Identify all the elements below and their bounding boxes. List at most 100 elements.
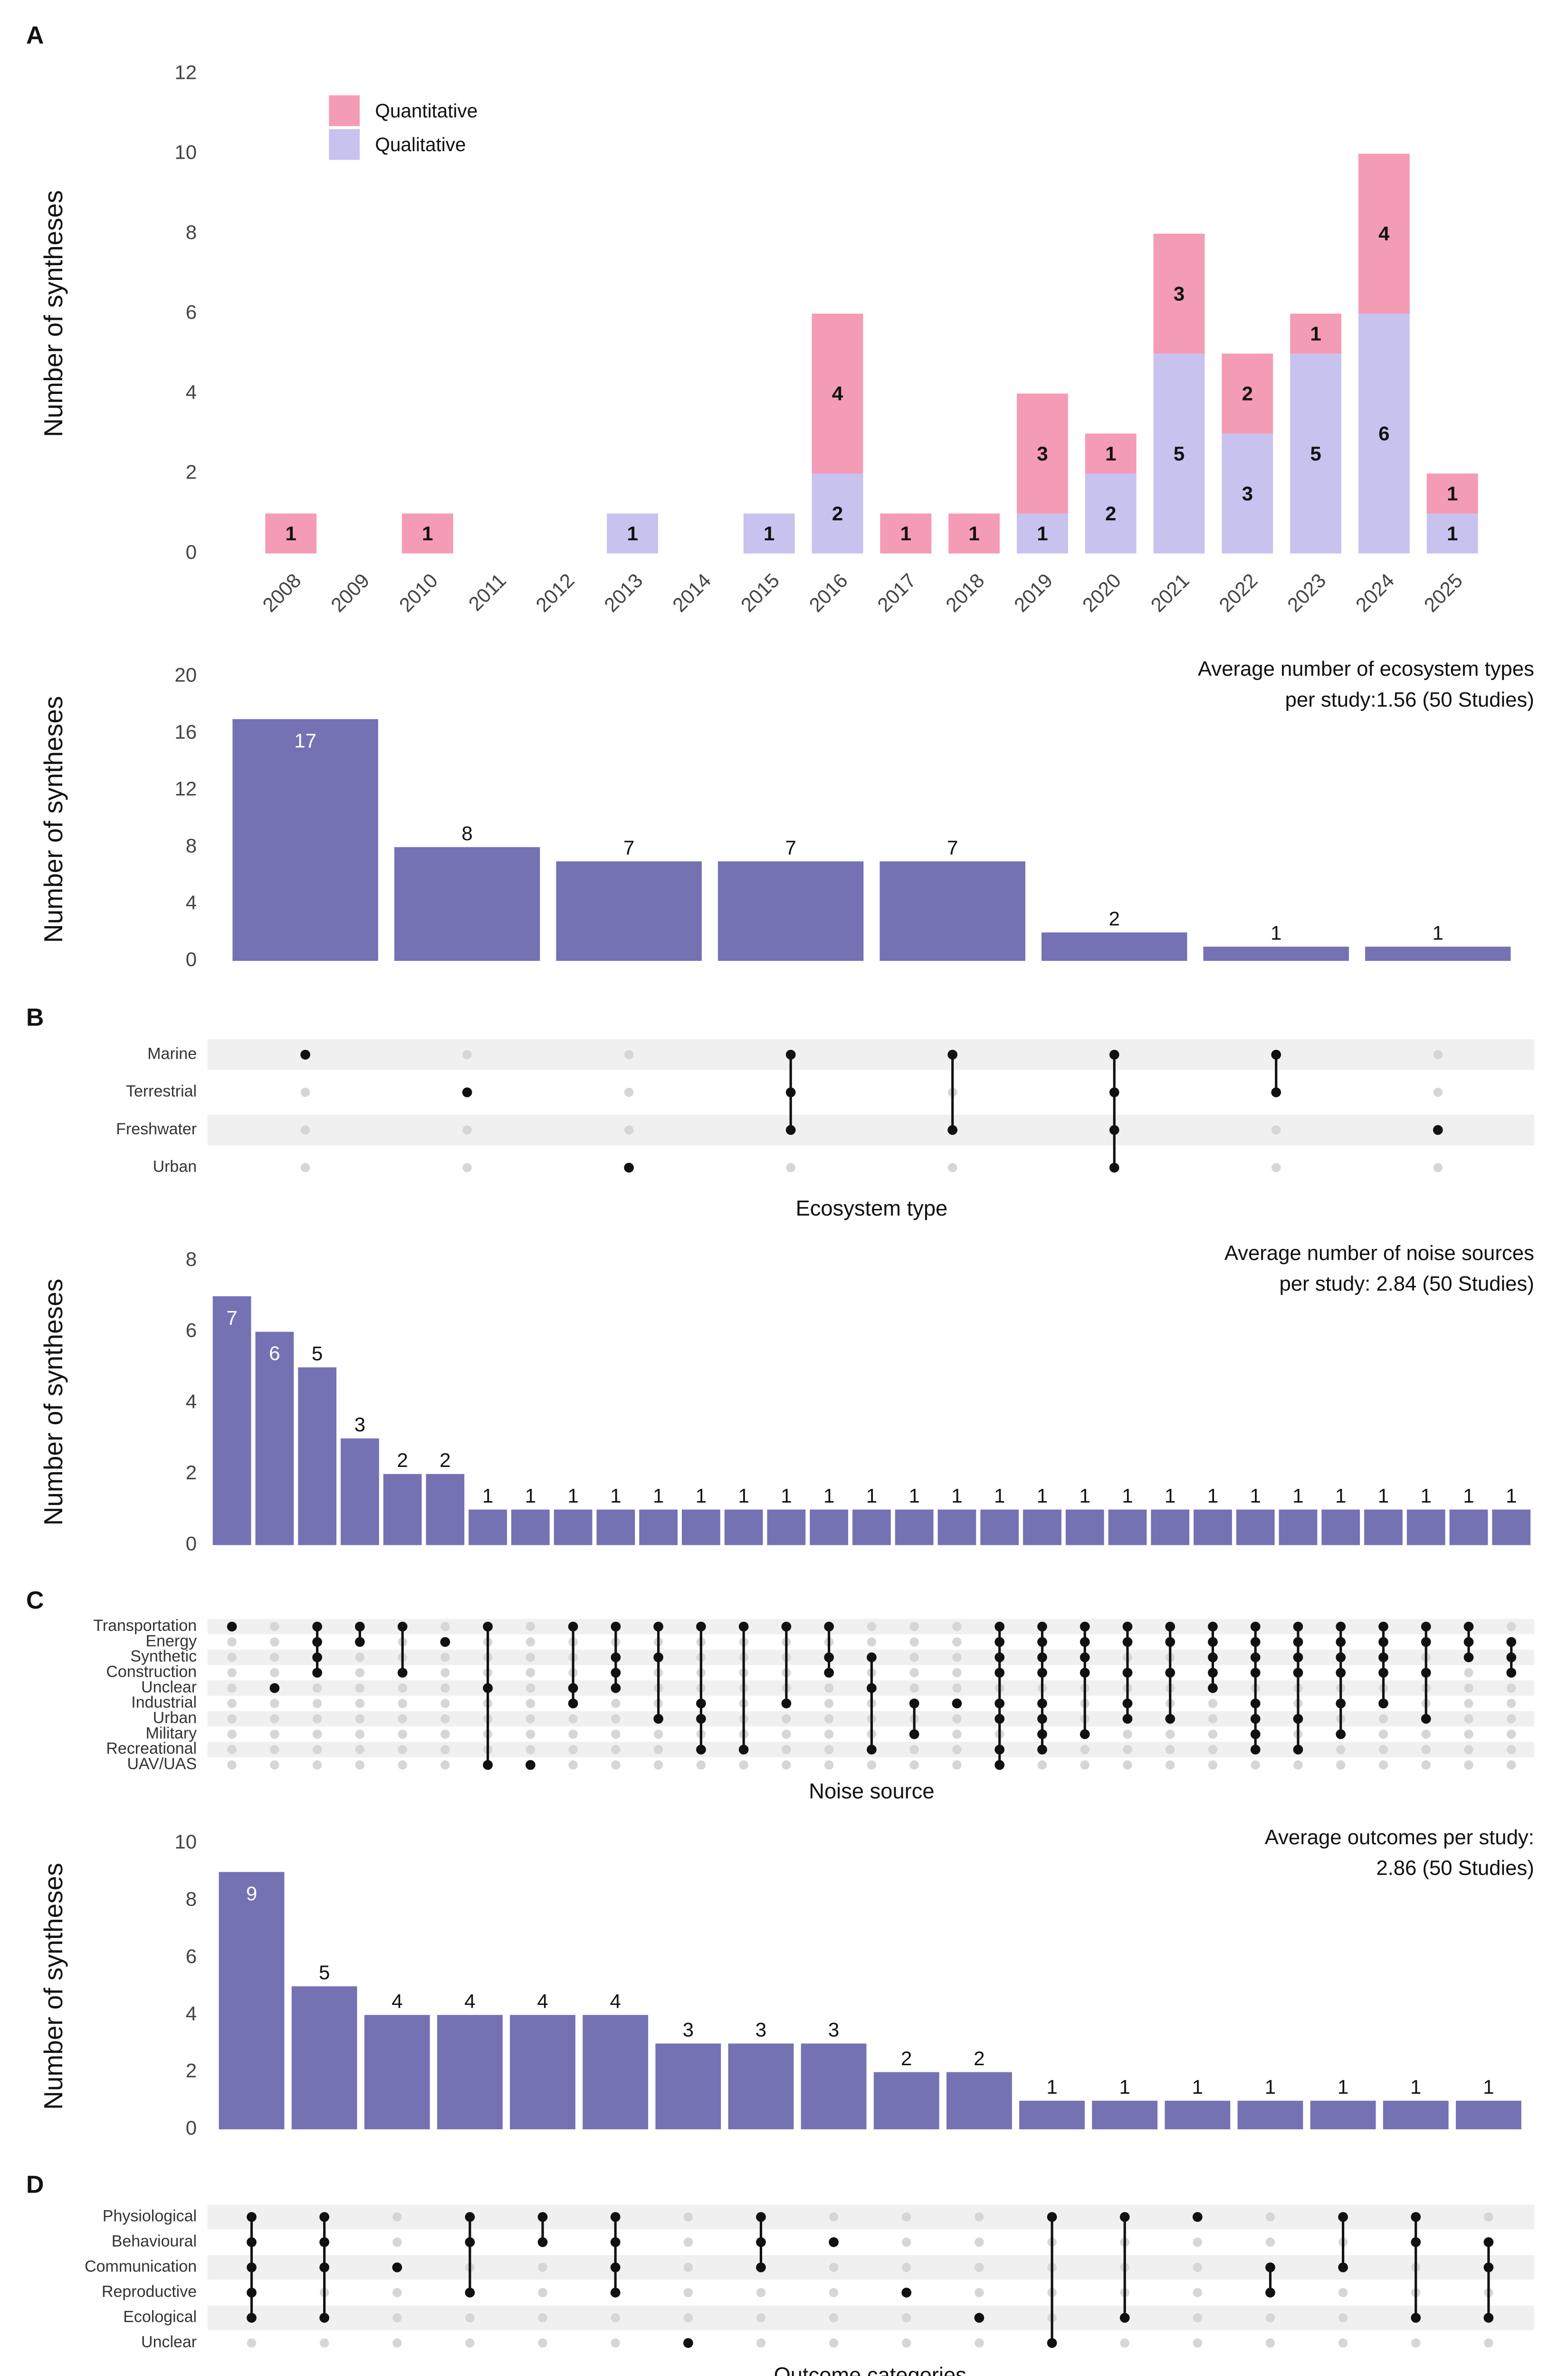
x-tick-label: 2025	[1420, 569, 1467, 616]
bar	[1310, 2100, 1376, 2129]
member-dot	[1250, 1729, 1261, 1739]
bar-segment	[812, 314, 863, 474]
empty-dot	[1464, 1699, 1473, 1708]
empty-dot	[1271, 1125, 1281, 1135]
y-tick-label: 2	[186, 461, 197, 483]
empty-dot	[902, 2212, 911, 2222]
member-dot	[392, 2262, 402, 2272]
bar-segment	[1222, 433, 1273, 554]
value-label: 5	[1174, 442, 1185, 465]
x-tick-label: 2021	[1146, 569, 1193, 616]
bar	[1455, 2100, 1521, 2129]
bar	[232, 719, 378, 961]
value-label: 1	[823, 1485, 834, 1507]
empty-dot	[1123, 1760, 1132, 1770]
empty-dot	[1193, 2313, 1202, 2323]
member-dot	[1119, 2313, 1130, 2323]
value-label: 1	[1119, 2076, 1130, 2098]
value-label: 1	[1410, 2076, 1421, 2098]
empty-dot	[398, 1699, 407, 1708]
member-dot	[1411, 2237, 1421, 2247]
y-tick-label: 8	[186, 221, 197, 243]
bar	[980, 1509, 1019, 1545]
empty-dot	[624, 1087, 634, 1097]
empty-dot	[312, 1760, 322, 1770]
member-dot	[1122, 1621, 1133, 1632]
x-tick-label: 2009	[326, 569, 373, 616]
bar	[1065, 1509, 1104, 1545]
member-dot	[1080, 1729, 1090, 1739]
value-label: 2	[901, 2047, 912, 2069]
empty-dot	[398, 1729, 407, 1739]
empty-dot	[1507, 1745, 1516, 1754]
empty-dot	[1208, 1745, 1218, 1754]
y-tick-label: 10	[174, 1830, 197, 1853]
value-label: 2	[397, 1449, 408, 1471]
bar	[394, 847, 540, 961]
empty-dot	[538, 2288, 547, 2298]
value-label: 7	[226, 1306, 237, 1329]
empty-dot	[975, 2262, 984, 2272]
empty-dot	[440, 1652, 450, 1662]
legend-label: Qualitative	[375, 134, 466, 155]
empty-dot	[909, 1652, 919, 1662]
empty-dot	[611, 1760, 621, 1770]
x-tick-label: 2024	[1351, 569, 1398, 616]
bar	[511, 1509, 550, 1545]
member-dot	[526, 1760, 535, 1770]
bar	[1092, 2100, 1158, 2129]
bar	[801, 2043, 867, 2129]
empty-dot	[909, 1760, 919, 1770]
empty-dot	[1080, 1760, 1090, 1770]
member-dot	[568, 1683, 578, 1693]
member-dot	[1192, 2212, 1203, 2222]
value-label: 1	[781, 1485, 792, 1507]
bar	[1237, 2100, 1303, 2129]
empty-dot	[611, 2338, 620, 2348]
member-dot	[611, 1652, 621, 1663]
set-label: Unclear	[141, 1678, 197, 1696]
empty-dot	[1265, 2338, 1275, 2348]
member-dot	[738, 1621, 749, 1632]
bar	[1041, 932, 1187, 961]
value-label: 1	[994, 1485, 1005, 1507]
x-tick-label: 2011	[464, 569, 510, 615]
bar	[873, 2072, 939, 2129]
x-tick-label: 2013	[600, 569, 647, 616]
member-dot	[465, 2212, 475, 2222]
member-dot	[1336, 1637, 1346, 1647]
empty-dot	[440, 1668, 450, 1677]
value-label: 1	[567, 1485, 578, 1507]
value-label: 1	[627, 522, 638, 545]
member-dot	[1208, 1652, 1218, 1663]
member-dot	[1293, 1652, 1303, 1663]
bar	[426, 1474, 465, 1545]
empty-dot	[1507, 1729, 1516, 1739]
bar	[937, 1509, 976, 1545]
empty-dot	[312, 1714, 322, 1724]
empty-dot	[952, 1637, 962, 1647]
empty-dot	[756, 2313, 766, 2323]
member-dot	[1165, 1621, 1176, 1632]
member-dot	[696, 1744, 706, 1755]
empty-dot	[526, 1699, 535, 1708]
row-stripe	[207, 2255, 1534, 2280]
member-dot	[1378, 1652, 1388, 1663]
y-tick-label: 0	[186, 541, 197, 563]
empty-dot	[1265, 2313, 1275, 2323]
member-dot	[483, 1760, 493, 1770]
bar	[1406, 1509, 1445, 1545]
empty-dot	[1123, 1729, 1132, 1739]
member-dot	[1208, 1667, 1218, 1678]
member-dot	[610, 2237, 621, 2247]
empty-dot	[568, 1760, 578, 1770]
member-dot	[440, 1637, 450, 1647]
empty-dot	[782, 1745, 791, 1754]
member-dot	[610, 2288, 621, 2298]
value-label: 1	[1037, 1485, 1048, 1507]
member-dot	[1378, 1637, 1388, 1647]
empty-dot	[526, 1668, 535, 1677]
set-label: Industrial	[131, 1694, 197, 1712]
set-label: Urban	[153, 1158, 197, 1176]
empty-dot	[1507, 1760, 1516, 1770]
